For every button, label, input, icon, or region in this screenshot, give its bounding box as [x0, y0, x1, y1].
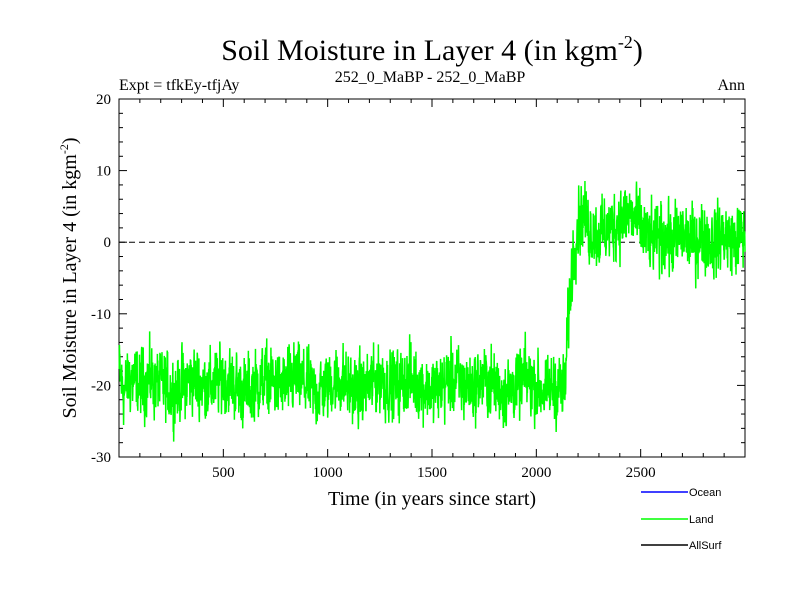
- series-line-land: [118, 181, 746, 442]
- x-tick-label: 500: [212, 465, 235, 481]
- experiment-label: Expt = tfkEy-tfjAy: [119, 77, 239, 94]
- x-tick-label: 2500: [626, 465, 656, 481]
- y-tick-label: 0: [104, 235, 112, 251]
- chart-title: Soil Moisture in Layer 4 (in kgm-2): [221, 32, 643, 67]
- legend-label-land: Land: [689, 514, 713, 526]
- x-tick-label: 1000: [313, 465, 343, 481]
- y-tick-label: 10: [96, 164, 111, 180]
- x-tick-label: 2000: [521, 465, 551, 481]
- legend-label-allsurf: AllSurf: [689, 540, 722, 552]
- legend-label-ocean: Ocean: [689, 487, 721, 499]
- legend: Ocean Land AllSurf: [641, 487, 722, 552]
- y-tick-label: -10: [91, 307, 111, 323]
- x-axis-label: Time (in years since start): [328, 488, 536, 510]
- y-tick-label: 20: [96, 92, 111, 108]
- plot-frame: [118, 98, 746, 458]
- x-tick-label: 1500: [417, 465, 447, 481]
- period-label: 252_0_MaBP - 252_0_MaBP: [335, 69, 526, 86]
- axes-layer: 500 1000 1500 2000 2500 -30 -20 -10 0 10 20: [91, 92, 745, 481]
- y-tick-label: -30: [91, 450, 111, 466]
- y-axis-label: Soil Moisture in Layer 4 (in kgm-2): [57, 137, 81, 418]
- season-label: Ann: [717, 77, 745, 94]
- series-layer: [118, 181, 746, 442]
- y-tick-label: -20: [91, 378, 111, 394]
